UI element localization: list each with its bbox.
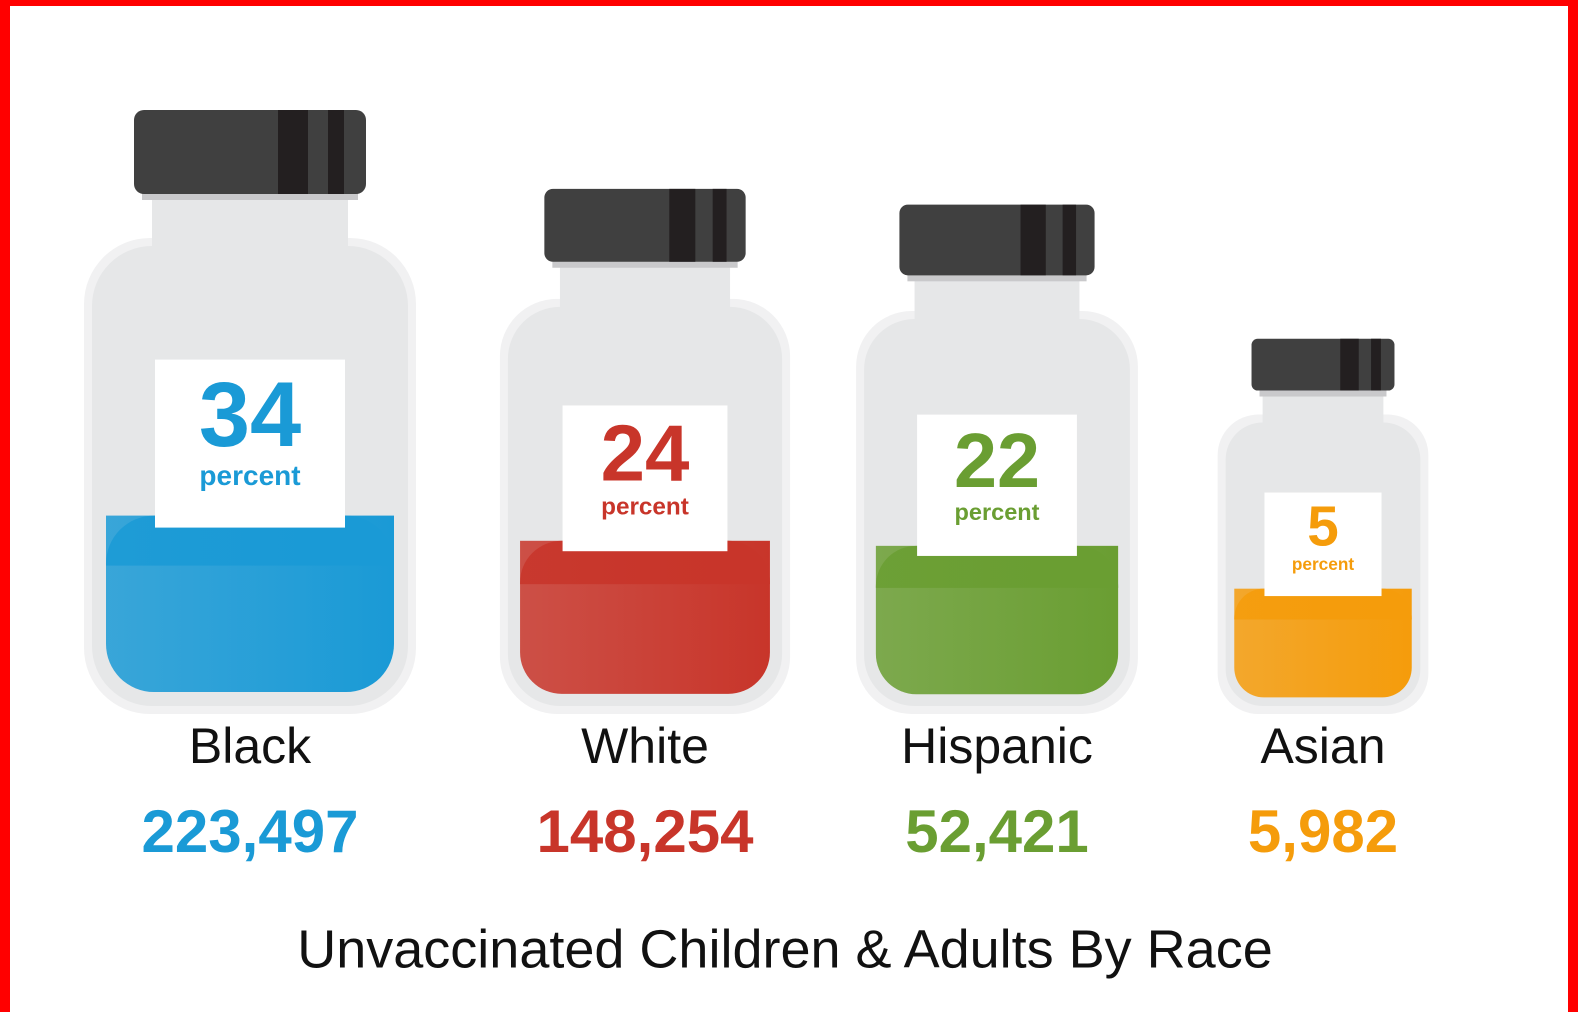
- cap-stripe: [278, 110, 308, 194]
- cap-stripe: [1371, 338, 1381, 391]
- cap-stripe: [328, 110, 344, 194]
- cap-stripe: [669, 188, 696, 262]
- cap-shadow: [907, 273, 1087, 282]
- label-card: [562, 405, 728, 552]
- cap-shadow: [1259, 388, 1387, 397]
- cap-stripe: [1062, 204, 1077, 276]
- percent-value: 34: [199, 364, 301, 466]
- category-label: White: [581, 718, 709, 774]
- cap-stripe: [1340, 338, 1359, 391]
- category-label: Asian: [1260, 718, 1385, 774]
- cap-stripe: [1020, 204, 1046, 276]
- percent-value: 24: [601, 408, 690, 497]
- cap-shadow: [142, 192, 358, 200]
- cap-shadow: [552, 259, 738, 268]
- percent-unit: percent: [601, 493, 689, 520]
- label-card: [155, 359, 345, 528]
- percent-value: 5: [1307, 496, 1339, 559]
- label-card: [917, 414, 1077, 556]
- count-label: 223,497: [142, 798, 359, 865]
- bottle-neck: [1262, 390, 1384, 428]
- percent-value: 22: [954, 418, 1040, 504]
- chart-title: Unvaccinated Children & Adults By Race: [297, 919, 1273, 979]
- count-label: 5,982: [1248, 798, 1398, 865]
- count-label: 148,254: [537, 798, 755, 865]
- label-card: [1264, 492, 1382, 597]
- percent-unit: percent: [954, 499, 1039, 525]
- category-label: Hispanic: [901, 718, 1093, 774]
- bottle-neck: [152, 194, 348, 254]
- cap-stripe: [712, 188, 727, 262]
- bottle-neck: [914, 275, 1080, 326]
- category-label: Black: [189, 718, 312, 774]
- percent-unit: percent: [199, 460, 300, 491]
- percent-unit: percent: [1292, 554, 1355, 574]
- bottle-neck: [559, 261, 731, 314]
- count-label: 52,421: [905, 798, 1089, 865]
